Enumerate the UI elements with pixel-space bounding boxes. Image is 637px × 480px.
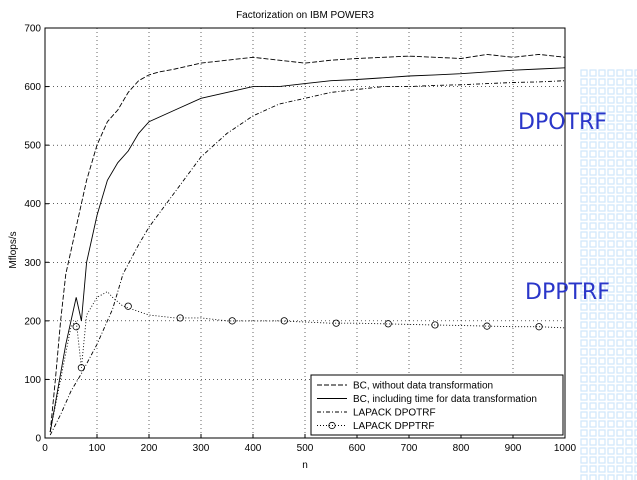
y-tick-label: 0 (35, 434, 41, 445)
x-tick-label: 400 (245, 443, 262, 454)
y-tick-label: 400 (24, 199, 41, 210)
series-marker (535, 323, 543, 331)
plot-area: 0 100 200 300 400 500 600 700 800 900 1000 0 100 200 3… (24, 24, 576, 455)
decorative-grid-strip (580, 69, 637, 480)
legend-entry: BC, including time for data transformati… (353, 394, 537, 405)
x-tick-label: 1000 (554, 443, 577, 454)
series-marker (124, 302, 132, 310)
x-tick-label: 100 (89, 443, 106, 454)
x-tick-label: 800 (453, 443, 470, 454)
legend-box (310, 374, 564, 436)
series-marker (332, 319, 340, 327)
series-marker (176, 314, 184, 322)
overlay-label-dpptrf: DPPTRF (525, 280, 610, 305)
y-tick-label: 300 (24, 258, 41, 269)
y-tick-label: 200 (24, 316, 41, 327)
y-tick-label: 100 (24, 375, 41, 386)
legend-entry: BC, without data transformation (353, 381, 493, 392)
legend: BC, without data transformation BC, inclu… (310, 374, 564, 436)
x-tick-label: 0 (42, 443, 48, 454)
series-marker (280, 317, 288, 325)
series-line-2 (49, 67, 566, 433)
series-line-4 (49, 291, 566, 433)
y-axis-label: Mflops/s (8, 231, 19, 268)
series-marker (77, 364, 86, 372)
legend-entry: LAPACK DPOTRF (353, 408, 436, 419)
x-tick-label: 600 (349, 443, 366, 454)
chart-title: Factorization on IBM POWER3 (236, 10, 374, 21)
x-axis-label: n (302, 460, 308, 471)
series-marker (384, 320, 392, 328)
series-marker (483, 322, 491, 330)
x-tick-label: 900 (505, 443, 522, 454)
legend-marker (328, 421, 336, 430)
y-tick-label: 500 (24, 141, 41, 152)
x-tick-label: 300 (193, 443, 210, 454)
x-tick-label: 700 (401, 443, 418, 454)
series-marker (72, 323, 80, 331)
series-marker (431, 321, 439, 329)
y-tick-label: 600 (24, 82, 41, 93)
series-line-3 (49, 80, 566, 436)
x-tick-label: 500 (297, 443, 314, 454)
series-marker (228, 317, 236, 325)
series-line-1 (49, 53, 566, 433)
y-tick-label: 700 (24, 24, 41, 35)
overlay-label-dpotrf: DPOTRF (518, 110, 607, 135)
legend-entry: LAPACK DPPTRF (353, 421, 435, 432)
x-tick-label: 200 (141, 443, 158, 454)
